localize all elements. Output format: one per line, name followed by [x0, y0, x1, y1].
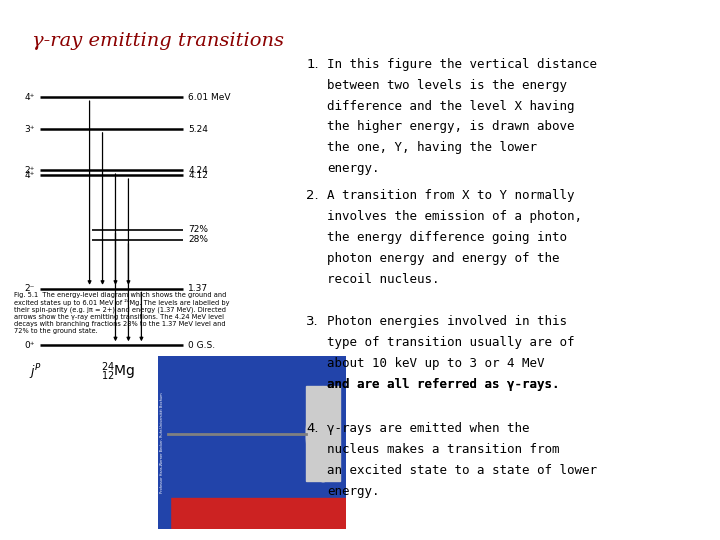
Text: 2⁻: 2⁻ [24, 284, 35, 293]
Text: energy.: energy. [327, 485, 379, 498]
Text: nucleus makes a transition from: nucleus makes a transition from [327, 443, 559, 456]
Text: involves the emission of a photon,: involves the emission of a photon, [327, 210, 582, 223]
Text: 3⁺: 3⁺ [24, 125, 35, 133]
Text: 4.24: 4.24 [188, 166, 208, 175]
Text: 4⁺: 4⁺ [24, 171, 35, 180]
Text: an excited state to a state of lower: an excited state to a state of lower [327, 464, 597, 477]
Text: energy.: energy. [327, 162, 379, 176]
Text: 28%: 28% [188, 235, 208, 245]
Text: recoil nucleus.: recoil nucleus. [327, 273, 439, 286]
Text: 4.12: 4.12 [188, 171, 208, 180]
Text: 4.: 4. [306, 422, 319, 435]
Text: γ-ray emitting transitions: γ-ray emitting transitions [32, 32, 284, 50]
Text: 4⁺: 4⁺ [24, 93, 35, 102]
Text: 2.: 2. [306, 189, 319, 202]
Text: 0 G.S.: 0 G.S. [188, 341, 215, 349]
Text: 2⁺: 2⁺ [24, 166, 35, 175]
Bar [158, 356, 170, 529]
Text: 0⁺: 0⁺ [24, 341, 35, 349]
Text: 3.: 3. [306, 315, 319, 328]
Text: between two levels is the energy: between two levels is the energy [327, 79, 567, 92]
Text: type of transition usually are of: type of transition usually are of [327, 336, 575, 349]
Text: Fig. 5.1  The energy-level diagram which shows the ground and
excited states up : Fig. 5.1 The energy-level diagram which … [14, 292, 230, 334]
Text: 72%: 72% [188, 225, 208, 234]
Text: In this figure the vertical distance: In this figure the vertical distance [327, 58, 597, 71]
Text: 1.: 1. [306, 58, 319, 71]
Text: and are all referred as γ-rays.: and are all referred as γ-rays. [327, 378, 559, 391]
Text: difference and the level X having: difference and the level X having [327, 99, 575, 112]
Text: γ-rays are emitted when the: γ-rays are emitted when the [327, 422, 529, 435]
Text: $^{24}_{12}$Mg: $^{24}_{12}$Mg [101, 361, 135, 383]
Text: about 10 keV up to 3 or 4 MeV: about 10 keV up to 3 or 4 MeV [327, 357, 544, 370]
Text: the higher energy, is drawn above: the higher energy, is drawn above [327, 120, 575, 133]
Text: the one, Y, having the lower: the one, Y, having the lower [327, 141, 537, 154]
Text: A transition from X to Y normally: A transition from X to Y normally [327, 189, 575, 202]
Text: the energy difference going into: the energy difference going into [327, 231, 567, 244]
Bar [306, 386, 340, 481]
Text: 1.37: 1.37 [188, 284, 208, 293]
Bar [158, 498, 346, 529]
Text: 6.01 MeV: 6.01 MeV [188, 93, 230, 102]
Text: Photon energies involved in this: Photon energies involved in this [327, 315, 567, 328]
Text: Professor Hans-Werner Becker, Ruhr-Universität Bochum: Professor Hans-Werner Becker, Ruhr-Unive… [160, 393, 164, 493]
Text: $j^P$: $j^P$ [29, 362, 42, 382]
Text: photon energy and energy of the: photon energy and energy of the [327, 252, 559, 265]
Text: 5.24: 5.24 [188, 125, 208, 133]
Text: and are all referred as γ-rays.: and are all referred as γ-rays. [327, 378, 559, 391]
Ellipse shape [306, 387, 340, 482]
